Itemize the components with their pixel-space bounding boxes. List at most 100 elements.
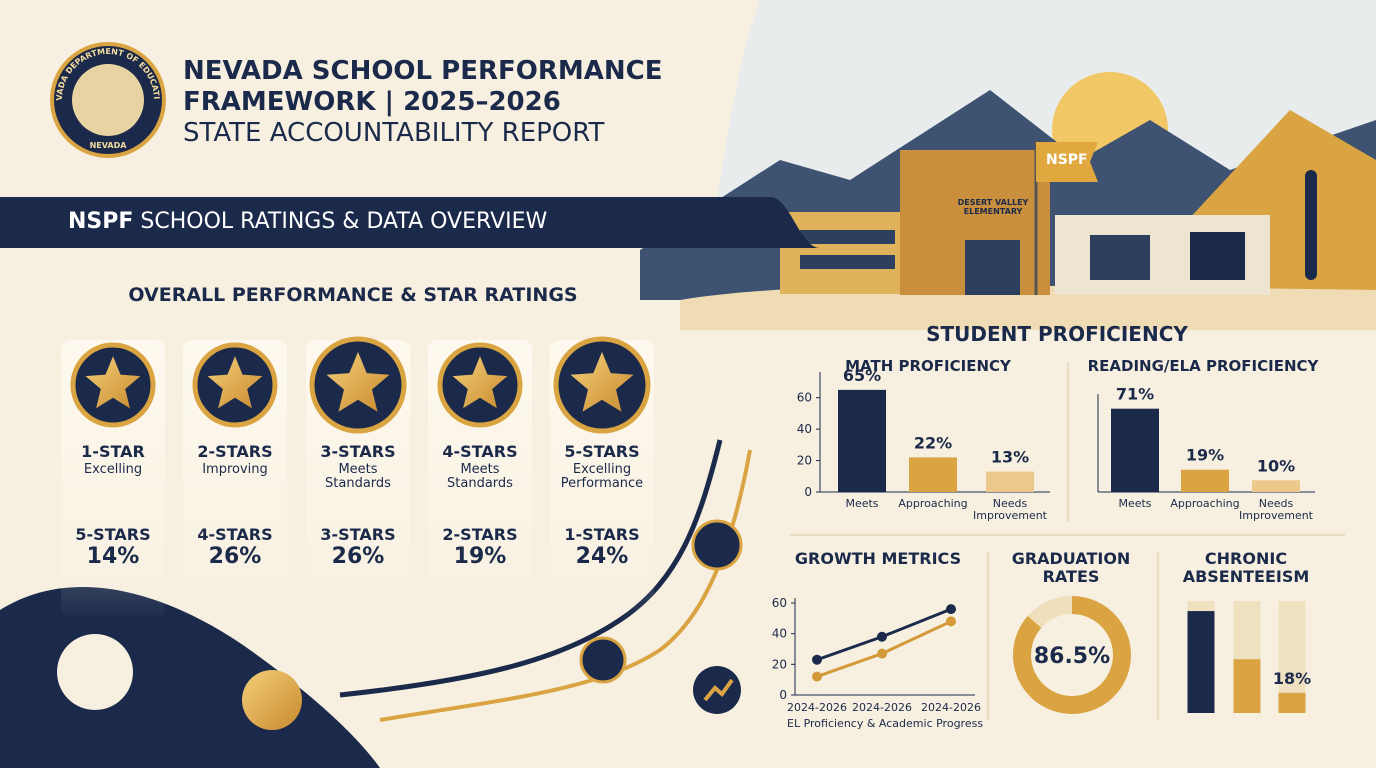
star [85,356,141,409]
decor-circle [57,634,133,710]
point [946,616,956,627]
rating-description: Excelling [83,462,143,477]
bar [1252,480,1300,492]
chart-title: GROWTH METRICS [794,549,962,568]
rating-level: 1-STARS [564,525,640,544]
y-tick-label: 40 [772,627,787,641]
banner [0,197,820,248]
rating-label: 1-STAR [81,442,145,461]
subtitle: STATE ACCOUNTABILITY REPORT [183,118,605,148]
ground [680,285,1376,330]
x-tick-label: Needs Improvement [1239,497,1313,522]
flag-text: NSPF [1046,152,1088,168]
building-wing [780,212,910,294]
point [877,631,887,642]
rating-label: 3-STARS [320,442,396,461]
star [207,356,263,409]
section-title: STUDENT PROFICIENCY [926,322,1188,346]
y-tick-label: 0 [804,485,812,499]
chart-title: READING/ELA PROFICIENCY [1087,357,1319,375]
bar [909,457,957,492]
rating-share: 26% [208,544,262,569]
x-tick-label: Approaching [1170,497,1240,510]
decor-circle [242,670,302,730]
value-label: 86.5% [1034,644,1110,669]
donut-arc [1013,596,1131,714]
x-tick-label: Meets [1118,497,1152,510]
school-sign: DESERT VALLEY ELEMENTARY [957,198,1029,216]
y-tick-label: 20 [772,657,787,671]
rating-label: 5-STARS [564,442,640,461]
x-tick-label: 2024-2026 [921,701,981,714]
series-line [816,620,952,679]
chart-title: GRADUATION RATES [1011,549,1131,586]
rating-share: 24% [575,544,629,569]
value-label: 18% [1273,669,1311,688]
x-axis-label: EL Proficiency & Academic Progress [787,717,983,730]
value-label: 13% [991,448,1029,467]
bar [1111,408,1159,492]
value-label: 22% [914,433,952,452]
y-tick-label: 60 [797,391,812,405]
rating-level: 2-STARS [442,525,518,544]
seal-text: NEVADA [90,141,128,150]
bar [1233,659,1261,713]
rating-share: 26% [331,544,385,569]
point [946,604,956,615]
banner-acronym: NSPF [68,209,134,234]
x-tick-label: Approaching [898,497,968,510]
rating-description: Meets Standards [325,462,391,491]
bar [1181,469,1229,492]
rating-level: 4-STARS [197,525,273,544]
x-tick-label: 2024-2026 [852,701,912,714]
icon [579,636,627,684]
window [1190,232,1245,280]
window [800,255,895,269]
chart-title: CHRONIC ABSENTEEISM [1182,549,1310,586]
title: FRAMEWORK | 2025–2026 [183,87,561,117]
star [326,351,390,412]
icon-arrow [703,678,734,702]
chart-title: MATH PROFICIENCY [845,357,1011,375]
entrance [965,240,1020,295]
x-tick-label: 2024-2026 [787,701,847,714]
window [1090,235,1150,280]
flag [1036,142,1098,182]
value-label: 65% [843,366,881,385]
bar [1187,611,1215,713]
rating-share: 19% [453,544,507,569]
seal-center [72,64,144,136]
y-tick-label: 0 [779,688,787,702]
rating-level: 3-STARS [320,525,396,544]
rating-description: Meets Standards [447,462,513,491]
value-label: 10% [1257,456,1295,475]
title: NEVADA SCHOOL PERFORMANCE [183,56,663,86]
rating-description: Improving [202,462,268,477]
x-tick-label: Needs Improvement [973,497,1047,522]
point [877,648,887,659]
banner-title: NSPF SCHOOL RATINGS & DATA OVERVIEW [68,209,547,234]
rating-label: 2-STARS [197,442,273,461]
bar [838,389,886,492]
y-tick-label: 40 [797,422,812,436]
rating-label: 4-STARS [442,442,518,461]
rating-description: Excelling Performance [560,462,644,491]
point [812,671,822,682]
x-tick-label: Meets [845,497,879,510]
path-line [339,439,723,698]
window [800,230,895,244]
y-tick-label: 60 [772,596,787,610]
section-title: OVERALL PERFORMANCE & STAR RATINGS [128,284,578,306]
point [812,654,822,665]
star [452,356,508,409]
icon [691,519,743,571]
bar [1278,692,1306,713]
value-label: 71% [1116,385,1154,404]
y-tick-label: 20 [797,454,812,468]
star [570,351,634,412]
banner-text: SCHOOL RATINGS & DATA OVERVIEW [140,209,548,234]
rating-level: 5-STARS [75,525,151,544]
rating-share: 14% [86,544,140,569]
